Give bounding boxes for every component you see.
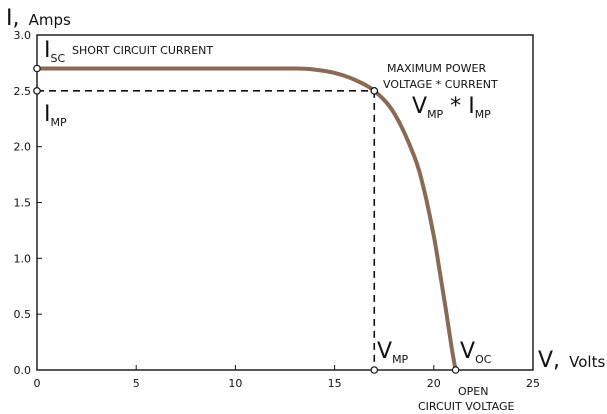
imp-label: IMP: [44, 102, 67, 129]
voc-marker: [451, 366, 460, 374]
vmp-label: VMP: [377, 339, 409, 366]
x-axis-title: V, Volts: [538, 348, 605, 373]
y-tick-label-2: 1.0: [14, 252, 32, 265]
y-tick-label-3: 1.5: [14, 197, 32, 210]
x-tick-label-5: 25: [526, 377, 540, 390]
key-point-markers: [33, 64, 460, 374]
y-tick-label-1: 0.5: [14, 308, 32, 321]
x-tick-label-0: 0: [34, 377, 41, 390]
max-power-title: MAXIMUM POWER: [387, 62, 486, 75]
x-tick-label-3: 15: [328, 377, 342, 390]
isc-marker: [33, 64, 41, 73]
x-tick-label-1: 5: [133, 377, 140, 390]
y-tick-label-0: 0.0: [14, 364, 32, 377]
isc-label: ISC: [44, 38, 65, 65]
open-circuit-line2: CIRCUIT VOLTAGE: [418, 400, 515, 413]
max-power-formula-symbols: VMP * IMP: [412, 94, 491, 121]
y-tick-label-4: 2.0: [14, 141, 32, 154]
mpp-marker: [370, 87, 379, 95]
max-power-formula-text: VOLTAGE * CURRENT: [383, 78, 498, 91]
voc-label: VOC: [460, 339, 492, 366]
imp-marker: [33, 87, 41, 95]
open-circuit-line1: OPEN: [458, 385, 488, 398]
y-tick-label-5: 2.5: [14, 85, 32, 98]
vmp-marker: [370, 366, 379, 374]
y-axis-title: I, Amps: [6, 6, 71, 31]
isc-description: SHORT CIRCUIT CURRENT: [72, 44, 213, 57]
iv-curve-series: [35, 66, 458, 372]
x-tick-label-4: 20: [427, 377, 441, 390]
axis-ticks: 0 5 10 15 20 25 0.0 0.5 1.0 1.5 2.0 2.5 3.0: [14, 29, 541, 390]
x-tick-label-2: 10: [228, 377, 242, 390]
y-tick-label-6: 3.0: [14, 29, 32, 42]
